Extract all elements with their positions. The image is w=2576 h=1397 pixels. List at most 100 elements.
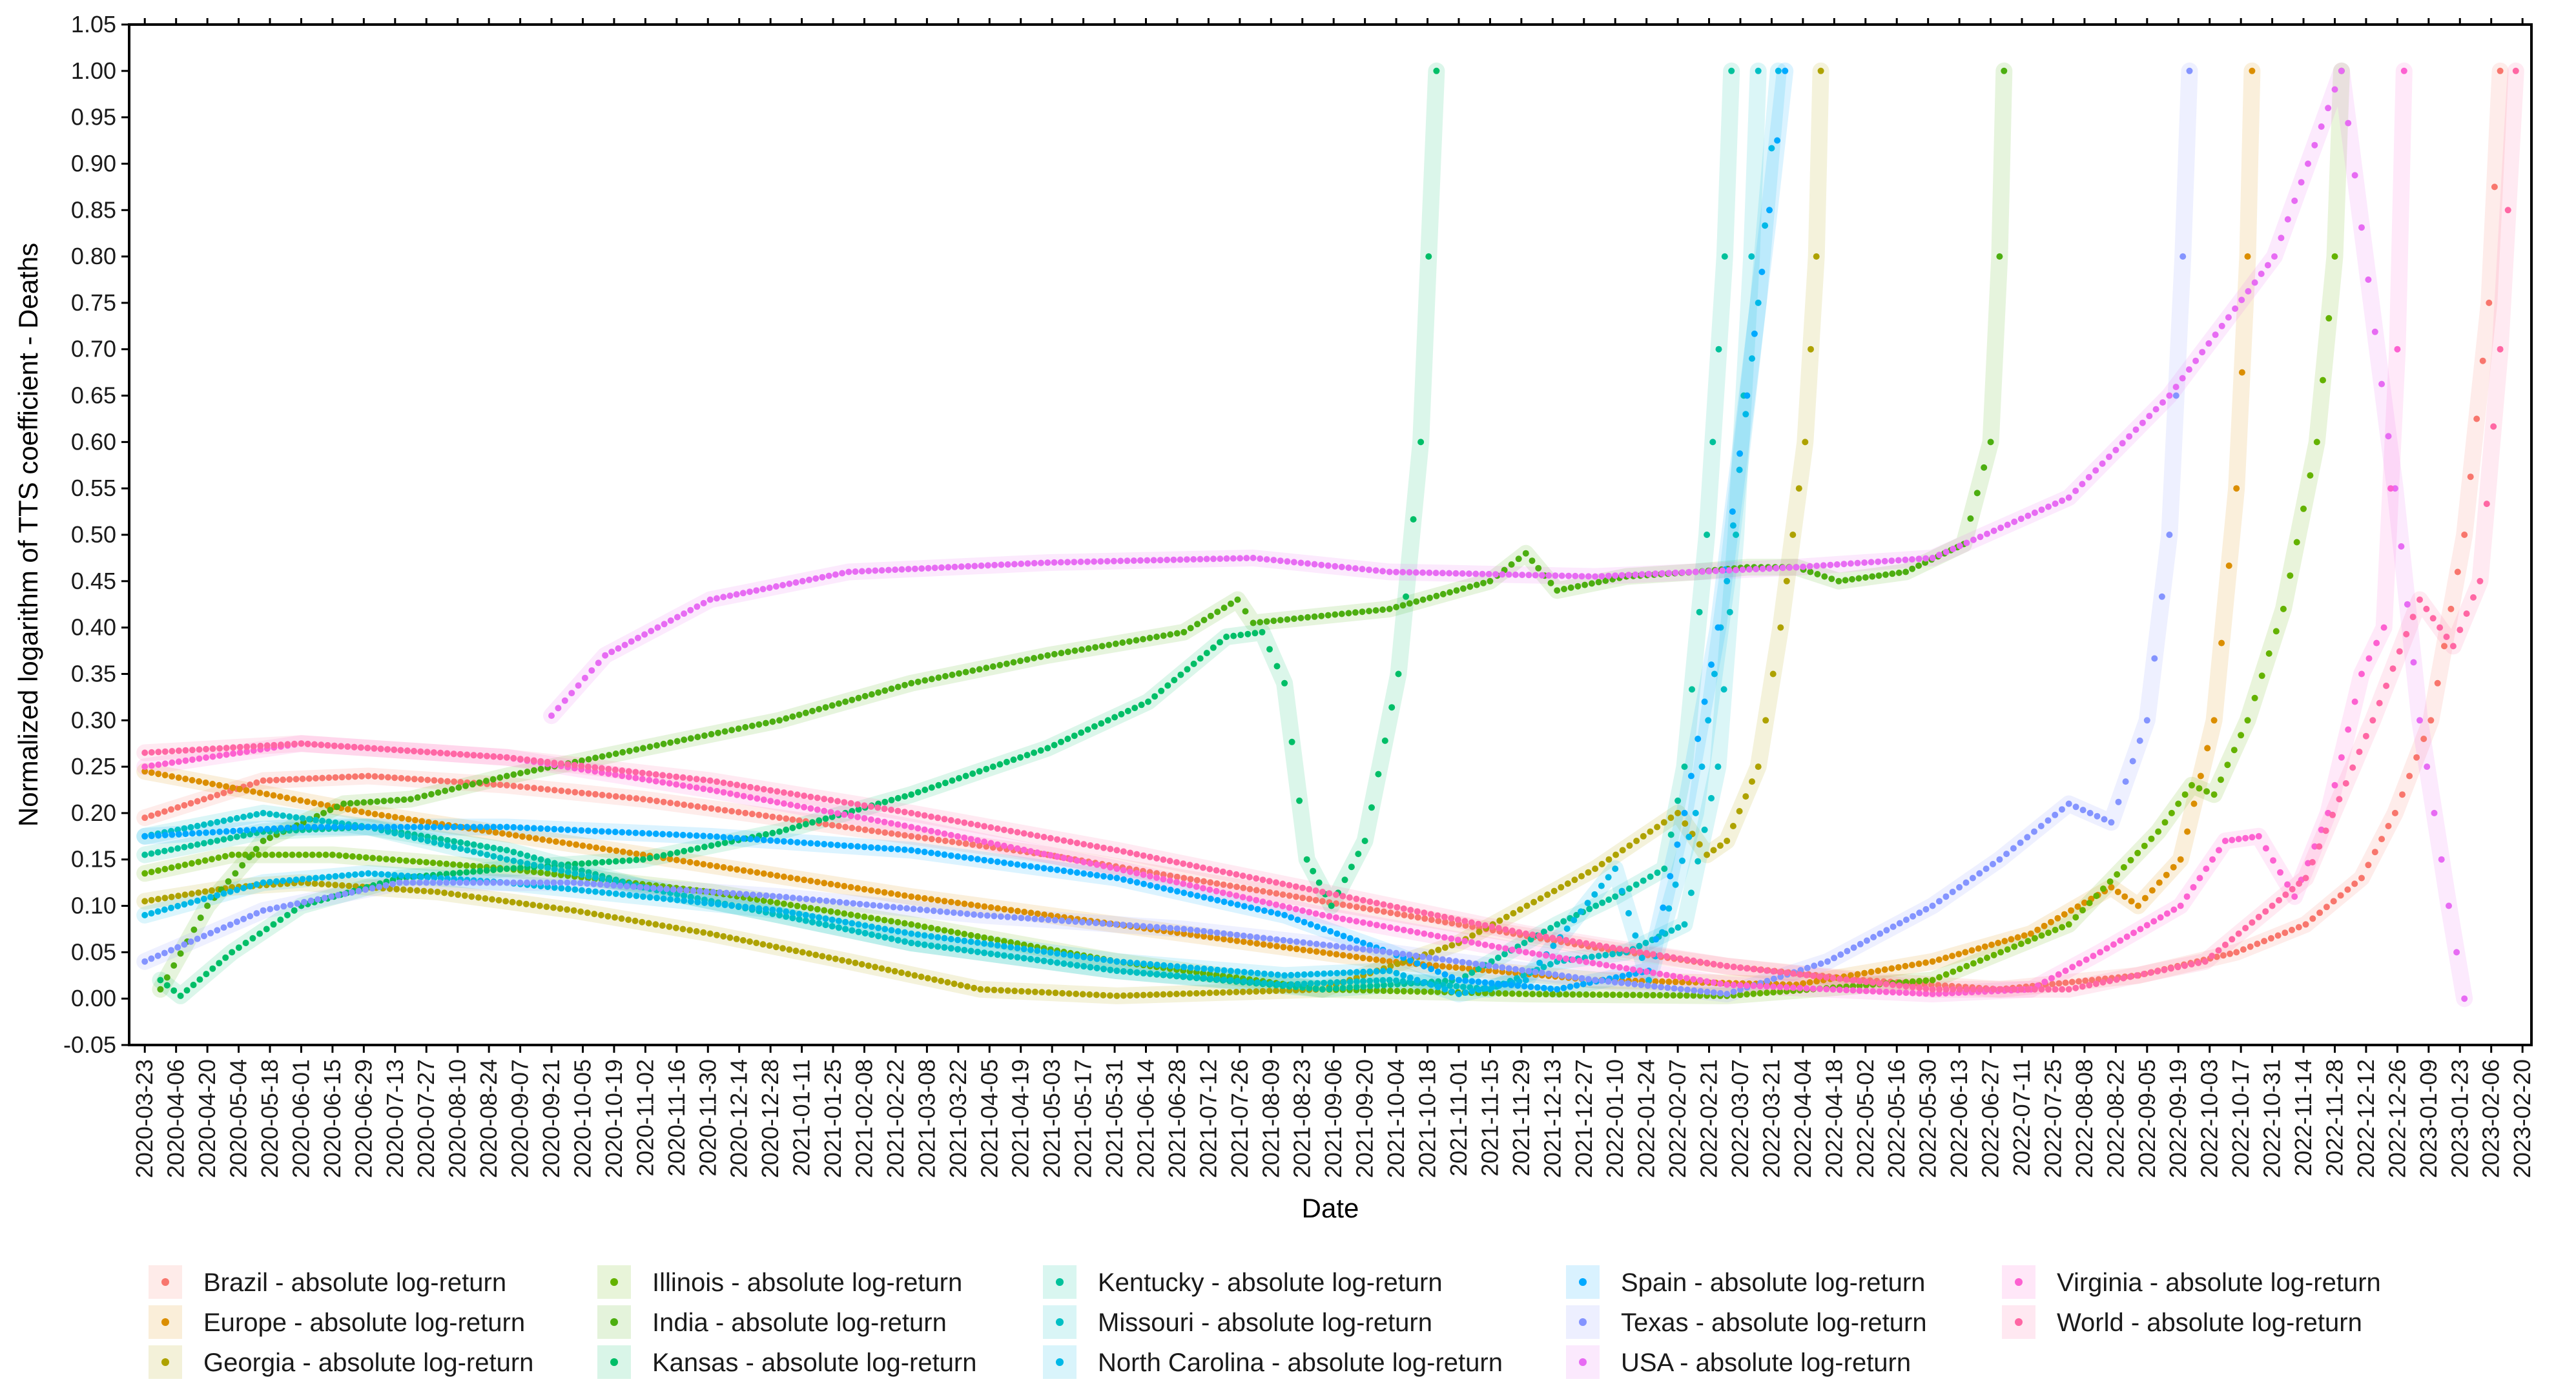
- data-point: [1476, 928, 1483, 935]
- data-point: [693, 928, 700, 935]
- data-point: [1299, 884, 1306, 891]
- data-point: [1813, 253, 1820, 260]
- data-point: [1716, 962, 1724, 969]
- data-point: [1687, 889, 1695, 896]
- data-point: [497, 781, 504, 789]
- data-point: [1221, 976, 1228, 983]
- data-point: [305, 875, 313, 882]
- data-point: [571, 761, 578, 769]
- data-point: [941, 935, 948, 942]
- data-point: [141, 851, 149, 858]
- data-point: [807, 805, 814, 812]
- data-point: [659, 922, 666, 929]
- data-point: [1003, 758, 1010, 765]
- data-point: [256, 930, 263, 937]
- data-point: [539, 836, 546, 843]
- data-point: [1679, 857, 1685, 864]
- data-point: [1540, 984, 1547, 991]
- data-point: [2163, 871, 2170, 878]
- data-point: [659, 779, 666, 786]
- data-point: [749, 891, 756, 898]
- data-point: [2079, 807, 2087, 814]
- data-point: [1512, 571, 1519, 578]
- data-point: [994, 937, 1001, 944]
- data-point: [214, 892, 221, 899]
- data-point: [578, 827, 585, 834]
- data-point: [1174, 972, 1180, 979]
- data-point: [174, 804, 181, 811]
- data-point: [1359, 946, 1366, 953]
- data-point: [1720, 686, 1727, 693]
- data-point: [1227, 937, 1234, 944]
- data-point: [847, 842, 854, 849]
- data-point: [510, 823, 517, 831]
- data-point: [463, 869, 470, 876]
- data-point: [2154, 968, 2161, 975]
- data-point: [448, 890, 455, 897]
- data-point: [994, 905, 1001, 912]
- data-point: [1187, 891, 1194, 898]
- data-point: [759, 941, 767, 948]
- data-point: [537, 758, 544, 765]
- data-point: [391, 872, 398, 878]
- data-point: [1318, 612, 1325, 619]
- data-point: [969, 770, 976, 777]
- data-point: [1000, 859, 1007, 866]
- data-point: [1346, 969, 1354, 976]
- data-point: [974, 939, 981, 946]
- data-point: [1259, 888, 1266, 895]
- legend-label: Virginia - absolute log-return: [2057, 1268, 2381, 1297]
- data-point: [2049, 980, 2056, 988]
- data-point: [503, 823, 510, 831]
- x-tick-label: 2022-04-18: [1820, 1059, 1847, 1178]
- data-point: [2143, 922, 2150, 929]
- legend-item: Kansas - absolute log-return: [597, 1345, 977, 1379]
- data-point: [874, 888, 881, 895]
- data-point: [1186, 882, 1193, 889]
- data-point: [2065, 800, 2072, 807]
- x-tick-label: 2022-02-07: [1664, 1059, 1691, 1178]
- data-point: [1100, 862, 1107, 869]
- data-point: [524, 824, 531, 831]
- data-point: [1439, 956, 1446, 963]
- data-point: [855, 921, 862, 928]
- data-point: [1340, 933, 1347, 940]
- data-point: [510, 865, 517, 872]
- data-point: [1180, 964, 1188, 971]
- data-point: [949, 671, 956, 678]
- data-point: [1207, 934, 1214, 941]
- data-point: [639, 796, 646, 803]
- data-point: [1194, 893, 1201, 899]
- data-point: [1762, 717, 1769, 724]
- data-point: [683, 887, 690, 894]
- data-point: [1406, 951, 1413, 958]
- data-point: [1412, 952, 1419, 959]
- data-point: [673, 831, 680, 838]
- data-point: [2122, 778, 2129, 785]
- data-point: [2079, 481, 2086, 488]
- data-point: [861, 929, 869, 937]
- data-point: [1066, 990, 1073, 997]
- data-point: [1674, 841, 1681, 848]
- data-point: [1174, 888, 1180, 895]
- data-point: [1413, 598, 1420, 605]
- data-point: [1339, 944, 1346, 951]
- data-point: [814, 806, 821, 813]
- data-point: [734, 834, 741, 842]
- data-point: [1252, 630, 1259, 637]
- x-tick-label: 2020-09-07: [507, 1059, 533, 1178]
- data-point: [335, 892, 342, 898]
- data-point: [931, 564, 938, 572]
- data-point: [1715, 763, 1722, 771]
- data-point: [1327, 970, 1334, 977]
- data-point: [997, 913, 1004, 920]
- legend-label: Missouri - absolute log-return: [1098, 1309, 1432, 1337]
- data-point: [1260, 941, 1267, 948]
- data-point: [470, 841, 477, 848]
- data-point: [1153, 854, 1160, 862]
- data-point: [991, 986, 998, 993]
- data-point: [2322, 827, 2329, 834]
- data-point: [1359, 919, 1366, 926]
- data-point: [1625, 971, 1633, 978]
- data-point: [1360, 983, 1367, 990]
